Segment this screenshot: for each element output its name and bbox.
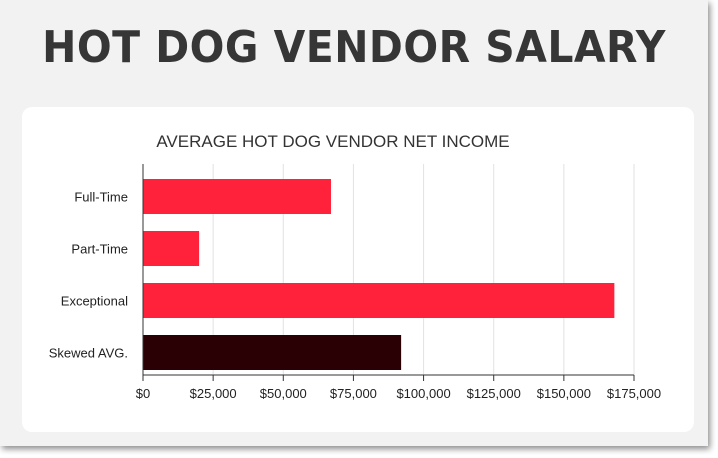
bar-skewed-avg	[143, 335, 402, 370]
bars	[143, 179, 615, 370]
category-label: Skewed AVG.	[49, 346, 128, 361]
x-tick-label: $100,000	[396, 386, 450, 401]
page-headline: HOT DOG VENDOR SALARY	[42, 22, 666, 73]
x-tick-label: $125,000	[467, 386, 521, 401]
x-tick-label: $150,000	[537, 386, 591, 401]
category-label: Full-Time	[74, 190, 128, 205]
infographic-frame: HOT DOG VENDOR SALARY AVERAGE HOT DOG VE…	[0, 0, 708, 446]
category-label: Exceptional	[61, 294, 128, 309]
bar-full-time	[143, 179, 331, 214]
category-label: Part-Time	[71, 242, 128, 257]
x-tick-label: $75,000	[330, 386, 377, 401]
bar-chart: AVERAGE HOT DOG VENDOR NET INCOME Full-T…	[49, 132, 661, 401]
x-tick-label: $175,000	[607, 386, 661, 401]
bar-part-time	[143, 231, 200, 266]
bar-exceptional	[143, 283, 615, 318]
x-tick-label: $50,000	[260, 386, 307, 401]
x-axis: $0 $25,000 $50,000 $75,000 $100,000 $125,000 $…	[136, 164, 661, 401]
x-tick-label: $25,000	[190, 386, 237, 401]
chart-title: AVERAGE HOT DOG VENDOR NET INCOME	[156, 132, 509, 151]
category-labels: Full-Time Part-Time Exceptional Skewed AVG.	[49, 190, 128, 361]
chart-card: AVERAGE HOT DOG VENDOR NET INCOME Full-T…	[22, 107, 694, 432]
x-tick-label: $0	[136, 386, 150, 401]
